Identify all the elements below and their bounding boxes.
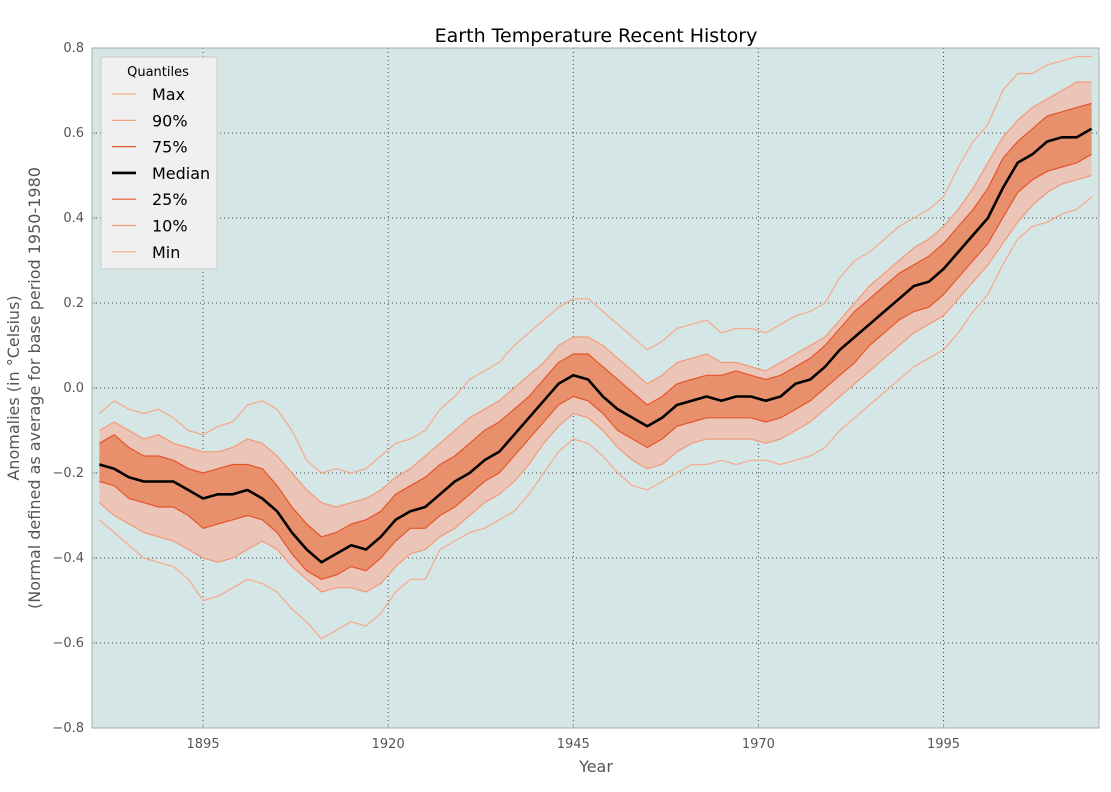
y-axis-ticks: −0.8 −0.6 −0.4 −0.2 0.0 0.2 0.4 0.6 0.8 (52, 41, 96, 736)
x-tick-label: 1970 (742, 737, 775, 752)
y-axis-label-line2: (Normal defined as average for base peri… (25, 167, 44, 609)
legend-label: 25% (152, 190, 188, 209)
x-tick-label: 1945 (557, 737, 590, 752)
series-line-90pct (99, 81, 1092, 508)
y-tick-label: 0.0 (63, 381, 84, 396)
legend-label: Max (152, 85, 185, 104)
y-axis-label-line1: Anomalies (in °Celsius) (4, 295, 23, 480)
series-line-min (99, 196, 1092, 640)
y-tick-label: −0.4 (52, 551, 84, 566)
legend-label: 75% (152, 138, 188, 157)
y-tick-label: 0.6 (63, 126, 84, 141)
quantile-bands (99, 82, 1092, 592)
series-line-25pct (99, 153, 1092, 580)
y-tick-label: 0.4 (63, 211, 84, 226)
x-axis-label: Year (578, 757, 613, 776)
x-tick-label: 1995 (927, 737, 960, 752)
series-line-10pct (99, 174, 1092, 593)
legend-title: Quantiles (127, 65, 189, 80)
y-tick-label: 0.8 (63, 41, 84, 56)
chart-title: Earth Temperature Recent History (435, 25, 758, 47)
x-tick-label: 1920 (372, 737, 405, 752)
legend: Quantiles Max 90% 75% Median 25% 10% Min (100, 56, 218, 270)
legend-box (100, 56, 218, 270)
y-tick-label: 0.2 (63, 296, 84, 311)
x-tick-label: 1895 (187, 737, 220, 752)
legend-entries: Max 90% 75% Median 25% 10% Min (112, 85, 210, 262)
y-tick-label: −0.8 (52, 721, 84, 736)
y-tick-label: −0.2 (52, 466, 84, 481)
legend-label: Median (152, 164, 210, 183)
series-line-75pct (99, 102, 1092, 538)
legend-label: 90% (152, 111, 188, 130)
quantile-lines (99, 55, 1093, 640)
y-tick-label: −0.6 (52, 636, 84, 651)
x-axis-ticks: 1895 1920 1945 1970 1995 (187, 724, 960, 752)
band-10-90 (99, 82, 1092, 592)
series-line-max (99, 55, 1092, 474)
series-line-median (99, 127, 1093, 564)
legend-label: 10% (152, 217, 188, 236)
legend-label: Min (152, 243, 180, 262)
